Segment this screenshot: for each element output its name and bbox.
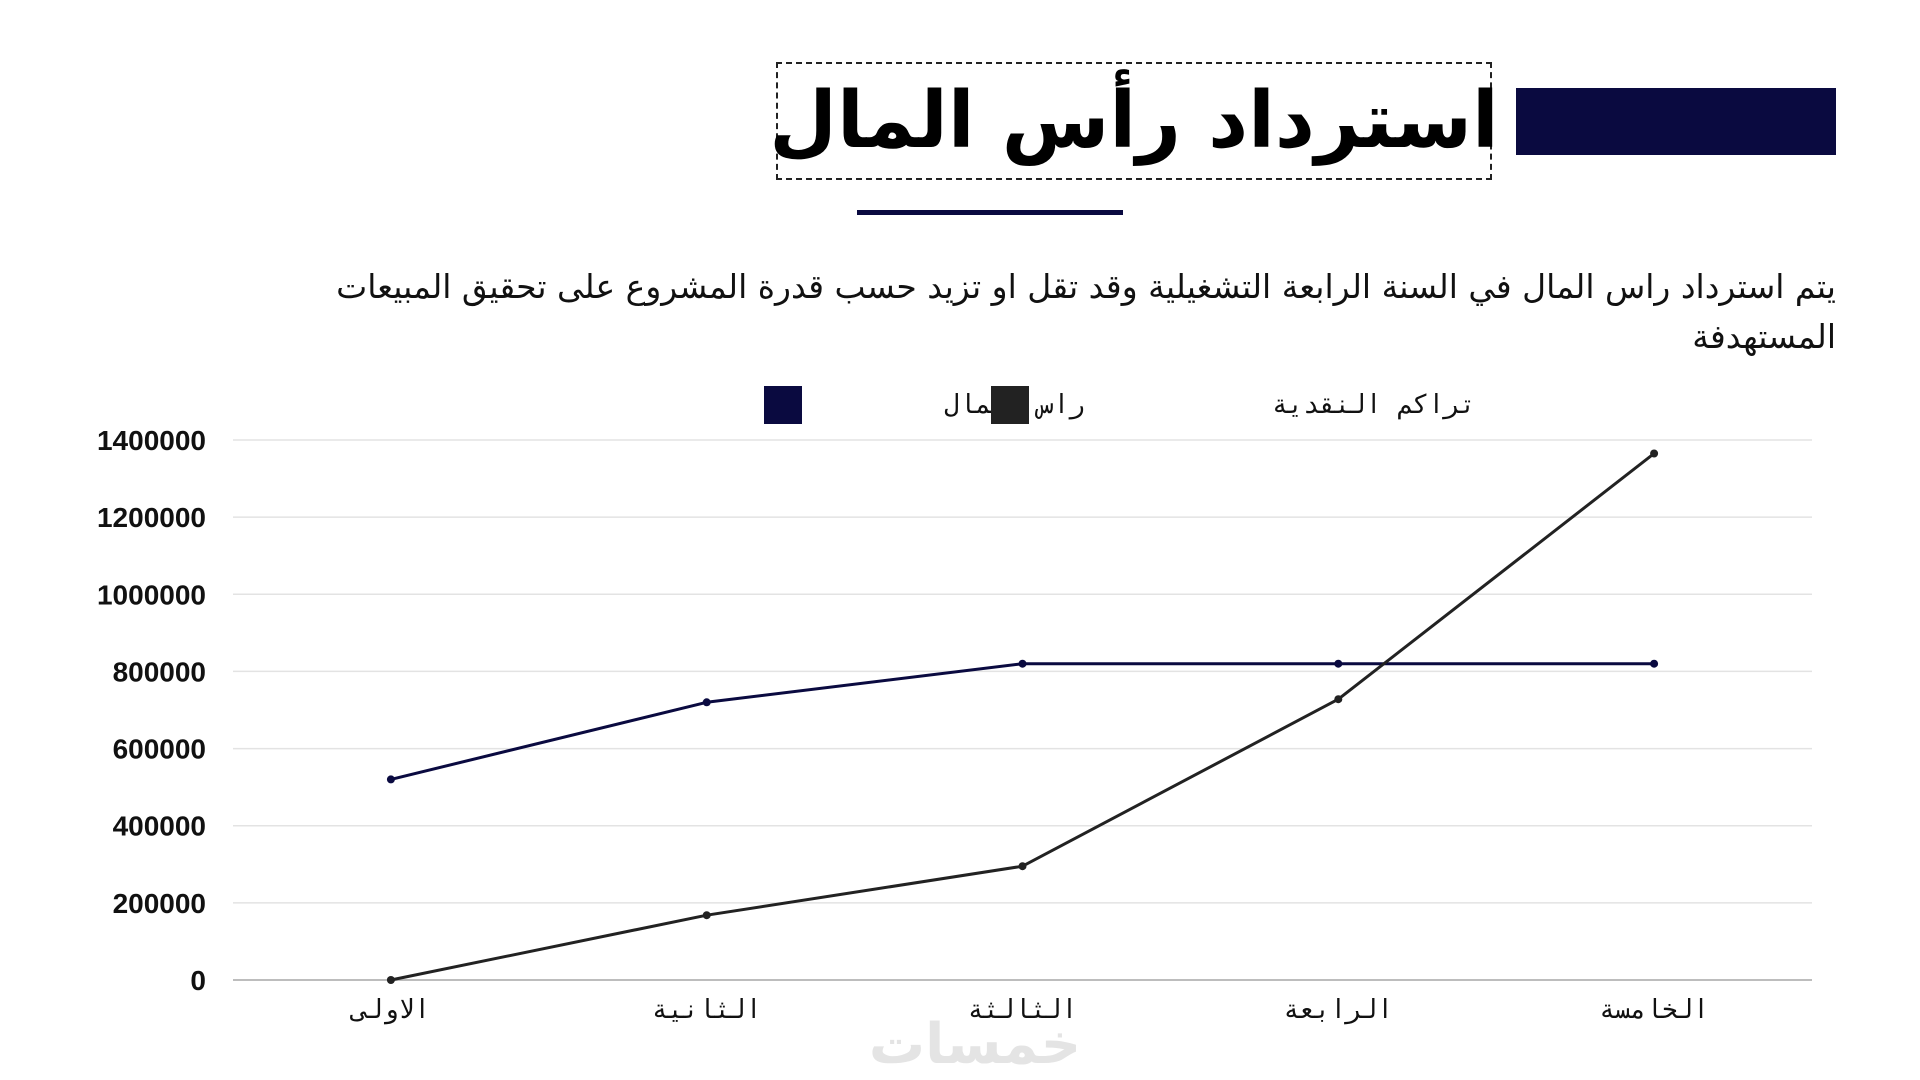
y-tick-label: 600000 bbox=[113, 734, 206, 765]
y-tick-label: 800000 bbox=[113, 656, 206, 687]
x-tick-label: الخامسة bbox=[1599, 995, 1709, 1025]
y-tick-label: 1200000 bbox=[97, 502, 206, 533]
series-lines bbox=[386, 449, 1659, 984]
data-point bbox=[702, 698, 711, 707]
data-point bbox=[1018, 862, 1027, 871]
data-point bbox=[386, 775, 395, 784]
y-axis: 0 200000 400000 600000 800000 1000000 1200000 1… bbox=[97, 425, 206, 996]
x-tick-label: الاولى bbox=[350, 995, 430, 1025]
x-tick-label: الثالثة bbox=[968, 995, 1078, 1025]
data-point bbox=[386, 976, 395, 984]
title-underline bbox=[857, 210, 1123, 215]
title-accent-bar bbox=[1516, 88, 1836, 155]
data-point bbox=[1334, 659, 1343, 668]
data-point bbox=[702, 911, 711, 920]
y-tick-label: 0 bbox=[190, 965, 206, 996]
y-tick-label: 400000 bbox=[113, 811, 206, 842]
legend-swatch bbox=[764, 386, 802, 424]
watermark-logo: خمسات bbox=[868, 1012, 1082, 1077]
data-point bbox=[1650, 659, 1659, 668]
y-tick-label: 1400000 bbox=[97, 425, 206, 456]
x-axis: الاولى الثانية الثالثة الرابعة الخامسة bbox=[350, 995, 1709, 1025]
legend-label: تراكم النقدية bbox=[1272, 390, 1476, 420]
y-tick-label: 200000 bbox=[113, 888, 206, 919]
grid-lines bbox=[233, 439, 1812, 981]
data-point bbox=[1334, 695, 1343, 704]
legend: راس المال تراكم النقدية bbox=[764, 386, 1476, 424]
legend-swatch bbox=[991, 386, 1029, 424]
x-tick-label: الثانية bbox=[652, 995, 762, 1025]
data-point bbox=[1018, 659, 1027, 668]
series-line bbox=[390, 452, 1656, 982]
title-box: استرداد رأس المال bbox=[769, 62, 1499, 180]
x-tick-label: الرابعة bbox=[1284, 995, 1394, 1025]
y-tick-label: 1000000 bbox=[97, 579, 206, 610]
page-title: استرداد رأس المال bbox=[769, 76, 1499, 166]
series-line bbox=[390, 662, 1655, 781]
data-point bbox=[1650, 449, 1659, 458]
description-text: يتم استرداد راس المال في السنة الرابعة ا… bbox=[336, 267, 1836, 356]
